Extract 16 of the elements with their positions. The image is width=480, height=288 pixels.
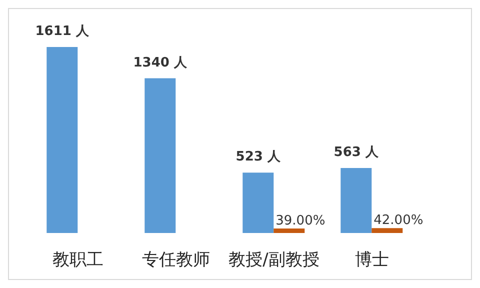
- data-label: 42.00%: [374, 213, 424, 228]
- data-label: 39.00%: [276, 213, 326, 228]
- data-label: 1611 人: [35, 24, 90, 39]
- data-label: 1340 人: [133, 55, 188, 70]
- data-label: 523 人: [236, 150, 282, 165]
- x-tick-label: 博士: [355, 250, 389, 270]
- x-tick-label: 教授/副教授: [228, 250, 320, 270]
- data-label: 563 人: [334, 145, 380, 160]
- bar: [46, 47, 78, 233]
- bar: [340, 168, 372, 233]
- bar: [372, 228, 403, 233]
- bar: [274, 228, 305, 233]
- x-tick-label: 教职工: [52, 250, 104, 270]
- x-tick-label: 专任教师: [142, 250, 210, 270]
- bar: [242, 172, 274, 233]
- bar: [144, 78, 176, 233]
